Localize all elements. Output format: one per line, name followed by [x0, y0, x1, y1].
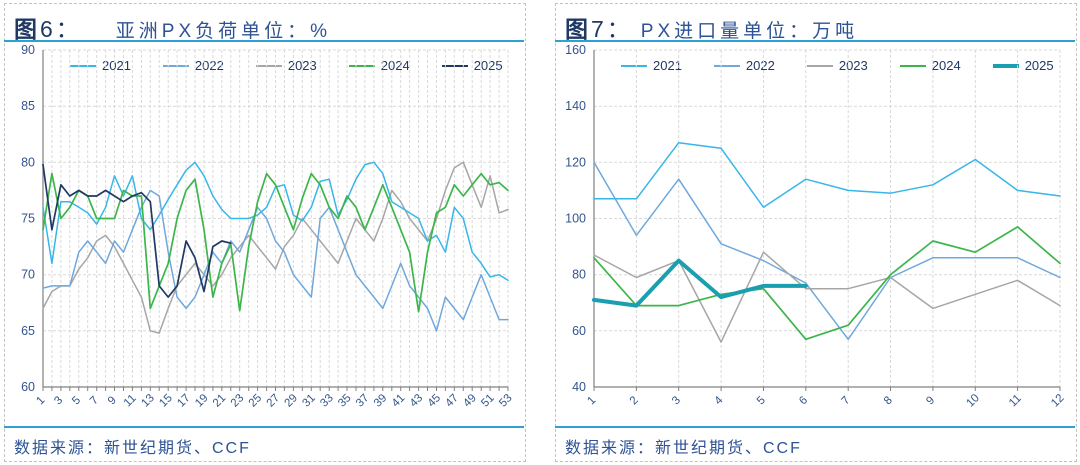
svg-text:51: 51: [479, 392, 497, 410]
svg-text:1: 1: [585, 394, 598, 407]
svg-text:23: 23: [229, 392, 247, 410]
svg-text:41: 41: [390, 392, 408, 410]
svg-text:100: 100: [565, 212, 586, 226]
svg-text:5: 5: [70, 394, 83, 407]
svg-text:8: 8: [882, 394, 895, 407]
svg-text:4: 4: [712, 394, 725, 407]
svg-text:75: 75: [21, 212, 35, 226]
svg-text:15: 15: [157, 392, 175, 410]
svg-text:85: 85: [21, 99, 35, 113]
svg-text:49: 49: [461, 392, 479, 410]
svg-text:60: 60: [572, 324, 586, 338]
svg-text:7: 7: [840, 394, 853, 407]
svg-text:80: 80: [21, 155, 35, 169]
svg-text:47: 47: [443, 392, 461, 410]
svg-text:120: 120: [565, 155, 586, 169]
svg-text:60: 60: [21, 380, 35, 394]
svg-text:17: 17: [175, 392, 193, 410]
svg-text:65: 65: [21, 324, 35, 338]
svg-text:40: 40: [572, 380, 586, 394]
svg-text:21: 21: [211, 392, 229, 410]
svg-text:140: 140: [565, 99, 586, 113]
svg-text:35: 35: [336, 392, 354, 410]
svg-text:11: 11: [1007, 392, 1024, 409]
svg-text:19: 19: [193, 392, 211, 410]
svg-text:7: 7: [88, 394, 101, 407]
svg-text:11: 11: [122, 392, 139, 409]
svg-text:53: 53: [497, 392, 515, 410]
svg-text:1: 1: [34, 394, 47, 407]
svg-text:9: 9: [106, 394, 119, 407]
svg-text:33: 33: [318, 392, 336, 410]
svg-text:29: 29: [283, 392, 301, 410]
svg-text:45: 45: [426, 392, 444, 410]
svg-text:80: 80: [572, 268, 586, 282]
svg-text:2: 2: [628, 394, 641, 407]
svg-text:3: 3: [670, 394, 683, 407]
svg-text:12: 12: [1049, 392, 1067, 410]
svg-text:5: 5: [755, 394, 768, 407]
svg-text:70: 70: [21, 268, 35, 282]
svg-text:13: 13: [139, 392, 157, 410]
svg-text:27: 27: [265, 392, 283, 410]
svg-text:39: 39: [372, 392, 390, 410]
svg-text:9: 9: [924, 394, 937, 407]
svg-text:90: 90: [21, 43, 35, 57]
svg-text:43: 43: [408, 392, 426, 410]
svg-text:25: 25: [247, 392, 265, 410]
svg-text:6: 6: [797, 394, 810, 407]
svg-text:10: 10: [964, 392, 982, 410]
svg-text:31: 31: [300, 392, 318, 410]
svg-text:3: 3: [52, 394, 65, 407]
svg-text:37: 37: [354, 392, 372, 410]
svg-text:160: 160: [565, 43, 586, 57]
